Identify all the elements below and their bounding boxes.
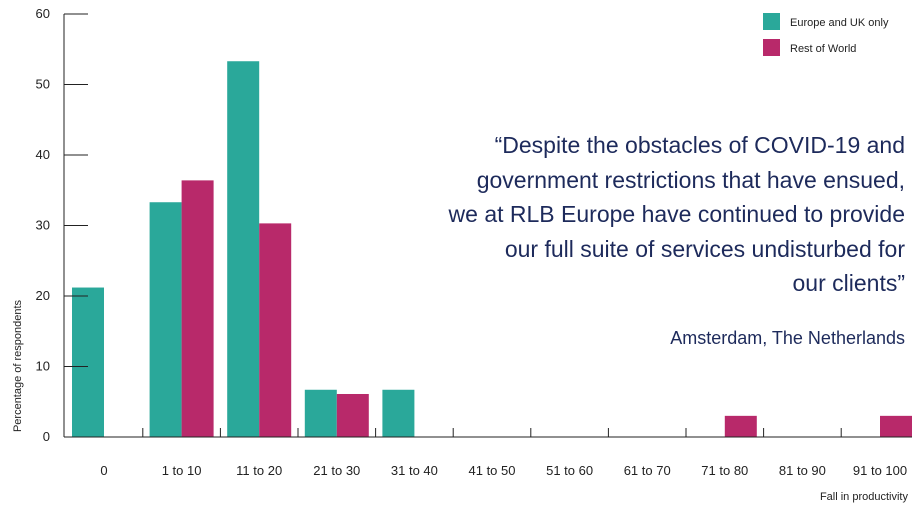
quote-source: Amsterdam, The Netherlands — [670, 328, 905, 348]
x-axis-title: Fall in productivity — [820, 491, 909, 503]
x-tick-label: 41 to 50 — [469, 463, 516, 478]
x-tick-label: 31 to 40 — [391, 463, 438, 478]
y-tick-label: 50 — [36, 77, 50, 92]
y-axis-title: Percentage of respondents — [12, 299, 24, 432]
quote-line: our clients” — [792, 270, 905, 296]
quote-line: we at RLB Europe have continued to provi… — [448, 201, 905, 227]
quote-line: our full suite of services undisturbed f… — [504, 235, 905, 262]
y-tick-label: 30 — [36, 218, 50, 233]
quote-block: “Despite the obstacles of COVID-19 and g… — [340, 128, 905, 301]
legend-swatch — [763, 13, 780, 30]
x-tick-label: 81 to 90 — [779, 463, 826, 478]
x-tick-label: 1 to 10 — [162, 463, 202, 478]
x-tick-label: 0 — [100, 463, 107, 478]
bar-rest-of-world — [259, 223, 292, 437]
quote-line: government restrictions that have ensued… — [476, 166, 905, 193]
bar-europe-uk — [149, 202, 182, 437]
bar-rest-of-world — [181, 180, 214, 437]
legend-swatch — [763, 39, 780, 56]
bar-europe-uk — [382, 389, 415, 437]
bar-europe-uk — [227, 61, 260, 438]
quote-line: “Despite the obstacles of COVID-19 and — [494, 132, 905, 158]
y-tick-label: 20 — [36, 288, 50, 303]
bar-europe-uk — [72, 287, 104, 437]
axes-group: 0 10 20 30 40 50 60 0 1 to 10 11 to 20 21 to 30 31 … — [36, 6, 912, 478]
y-tick-label: 0 — [43, 429, 50, 444]
bars-group — [72, 61, 912, 438]
bar-rest-of-world — [336, 393, 369, 437]
legend-label: Europe and UK only — [790, 17, 889, 29]
x-tick-label: 61 to 70 — [624, 463, 671, 478]
x-tick-label: 71 to 80 — [701, 463, 748, 478]
x-tick-label: 51 to 60 — [546, 463, 593, 478]
bar-rest-of-world — [880, 415, 912, 437]
bar-europe-uk — [304, 389, 337, 437]
y-tick-label: 40 — [36, 147, 50, 162]
legend: Europe and UK only Rest of World — [763, 13, 889, 56]
y-tick-label: 10 — [36, 359, 50, 374]
x-tick-label: 11 to 20 — [236, 463, 282, 478]
x-tick-label: 21 to 30 — [313, 463, 360, 478]
x-tick-label: 91 to 100 — [853, 463, 907, 478]
legend-label: Rest of World — [790, 43, 856, 55]
bar-rest-of-world — [724, 415, 757, 437]
y-tick-label: 60 — [36, 6, 50, 21]
